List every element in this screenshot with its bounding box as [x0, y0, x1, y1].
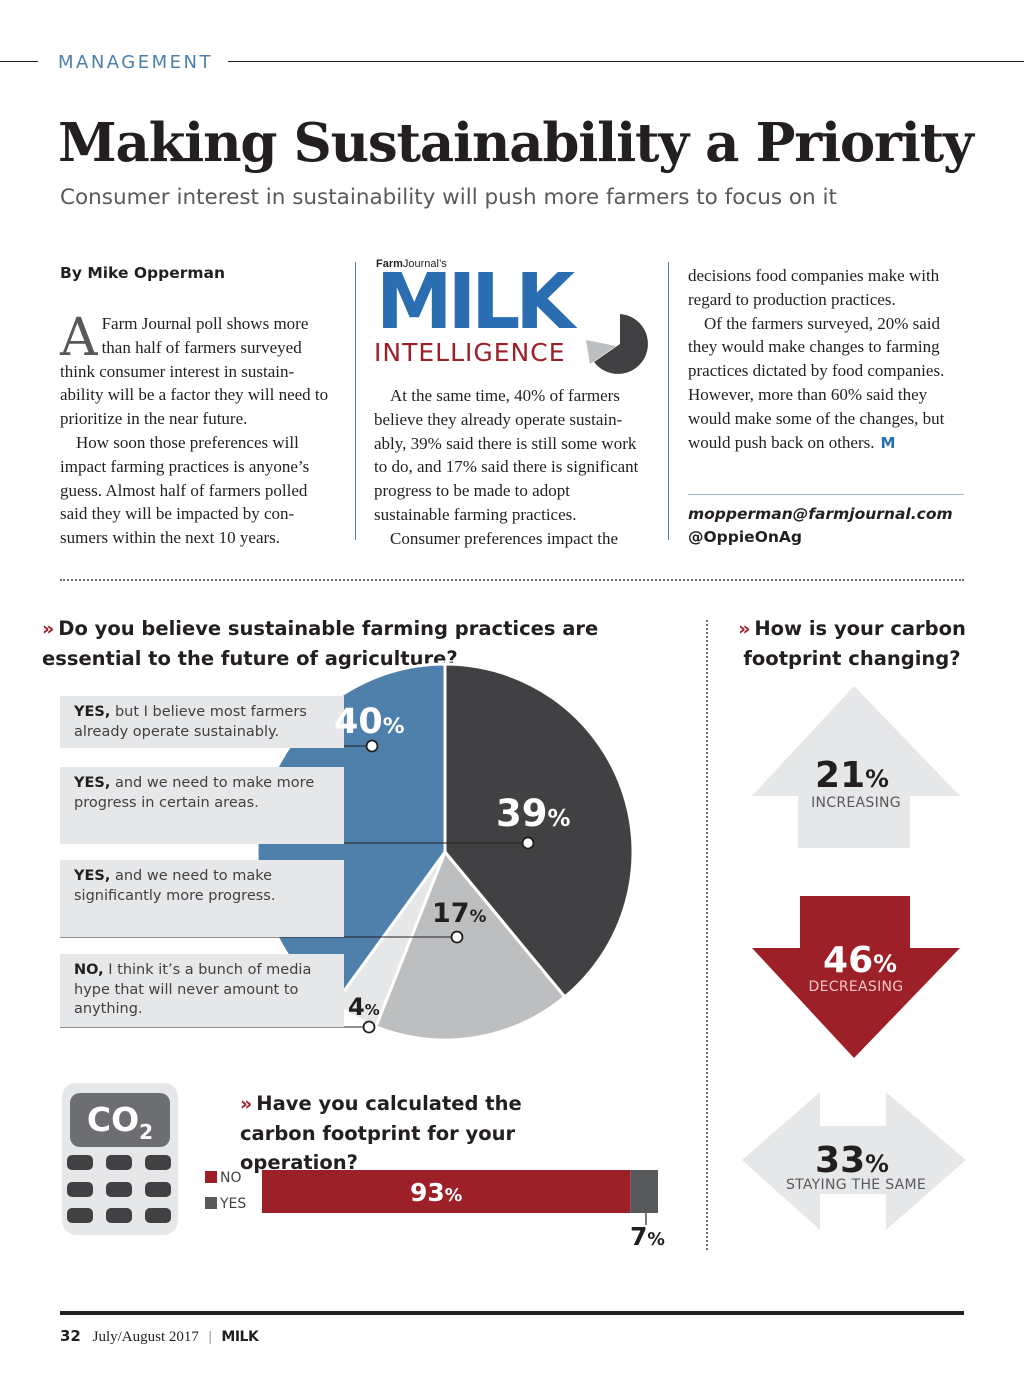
logo-farm-journal: FarmJournal’s	[376, 258, 447, 270]
pie-chart-title: » Do you believe sustainable farming prac…	[42, 617, 599, 670]
pie-label-box: NO, I think it’s a bunch of media hype t…	[60, 954, 344, 1027]
calculator-key	[67, 1182, 93, 1197]
carbon-arrows	[742, 686, 966, 1230]
calculator-key	[106, 1182, 132, 1197]
page-number: 32	[60, 1327, 81, 1345]
issue-date: July/August 2017	[92, 1329, 199, 1345]
chevron-right-icon: »	[738, 618, 751, 640]
footer-separator: |	[208, 1329, 212, 1345]
arrow-down-icon	[752, 896, 960, 1058]
decreasing-label: DECREASING	[808, 979, 904, 995]
pie-value-label: 39%	[496, 792, 571, 835]
column-divider	[355, 262, 356, 540]
dotted-separator	[60, 579, 964, 581]
calculator-key	[145, 1155, 171, 1170]
dotted-column-divider	[706, 620, 708, 1250]
increasing-label: INCREASING	[811, 795, 901, 811]
calculator-key	[106, 1208, 132, 1223]
decreasing-value: 46%	[823, 940, 897, 981]
pie-value-label: 17%	[432, 898, 487, 929]
byline: By Mike Opperman	[60, 264, 226, 282]
arrow-left-right-icon	[742, 1092, 966, 1230]
paragraph: Of the farmers surveyed, 20% said they w…	[688, 313, 945, 452]
author-email[interactable]: mopperman@farmjournal.com	[688, 505, 953, 523]
footer-magazine-logo: MILK	[221, 1329, 259, 1345]
paragraph: At the same time, 40% of farmers believe…	[374, 386, 639, 524]
paragraph: How soon those preferences will impact f…	[60, 432, 310, 548]
milk-intelligence-logo: FarmJournal’s MILK INTELLIGENCE	[374, 258, 656, 378]
footer-rule	[60, 1311, 964, 1315]
article-column-3: decisions food companies make with regar…	[688, 264, 964, 455]
section-rule-right	[228, 61, 1024, 62]
chevron-right-icon: »	[42, 618, 55, 640]
pie-marker-dot	[365, 739, 379, 753]
calculator-key	[106, 1155, 132, 1170]
drop-cap: A	[60, 308, 98, 368]
section-label: MANAGEMENT	[58, 52, 213, 73]
carbon-calculated-title: » Have you calculated the carbon footprin…	[240, 1092, 522, 1174]
legend-swatch-no	[205, 1171, 217, 1183]
pie-marker-dot	[450, 930, 464, 944]
staying-same-label: STAYING THE SAME	[785, 1177, 927, 1193]
pie-label-box: YES, but I believe most farmers already …	[60, 696, 344, 748]
co2-calculator-icon: CO2	[62, 1083, 178, 1235]
signature-rule	[688, 494, 964, 495]
logo-pie-icon	[586, 314, 648, 374]
pie-value-label: 4%	[348, 993, 380, 1021]
legend-swatch-yes	[205, 1197, 217, 1209]
pie-marker-dot	[521, 836, 535, 850]
calculator-key	[145, 1182, 171, 1197]
article-headline: Making Sustainability a Priority	[58, 112, 974, 174]
pie-marker-dot	[362, 1020, 376, 1034]
calculator-key	[145, 1208, 171, 1223]
staying-same-value: 33%	[815, 1140, 889, 1181]
author-twitter-handle[interactable]: @OppieOnAg	[688, 528, 802, 546]
carbon-change-title: » How is your carbon footprint changing?	[738, 617, 966, 670]
pie-label-box: YES, and we need to make significantly m…	[60, 860, 344, 937]
legend-yes: YES	[205, 1196, 246, 1212]
arrow-up-icon	[752, 686, 960, 848]
section-rule-left	[0, 61, 38, 62]
bar-segment-yes	[630, 1170, 658, 1213]
pie-label-box: YES, and we need to make more progress i…	[60, 767, 344, 844]
article-deck: Consumer interest in sustainability will…	[60, 185, 837, 210]
bar-value-no: 93%	[410, 1178, 463, 1207]
bar-segment-no	[262, 1170, 631, 1213]
page-footer: 32 July/August 2017 | MILK	[60, 1327, 259, 1346]
paragraph: decisions food companies make with regar…	[688, 266, 940, 309]
paragraph: Consumer preferences impact the	[390, 528, 618, 548]
article-column-2: At the same time, 40% of farmers believe…	[374, 384, 644, 551]
pie-value-label: 40%	[334, 702, 405, 742]
end-mark-icon: M	[880, 433, 896, 452]
column-divider	[668, 262, 669, 540]
logo-milk-wordmark: MILK	[376, 258, 575, 347]
paragraph: A Farm Journal poll shows more than half…	[60, 308, 329, 429]
logo-intelligence-wordmark: INTELLIGENCE	[374, 338, 566, 367]
increasing-value: 21%	[815, 755, 889, 796]
calculator-key	[67, 1155, 93, 1170]
legend-no: NO	[205, 1170, 242, 1186]
chevron-right-icon: »	[240, 1093, 253, 1115]
bar-value-yes: 7%	[630, 1222, 665, 1251]
calculator-key	[67, 1208, 93, 1223]
calculator-screen: CO2	[70, 1093, 170, 1147]
article-column-1: A Farm Journal poll shows more than half…	[60, 312, 334, 550]
pie-slice	[373, 849, 567, 1042]
pie-slice	[443, 662, 635, 1000]
